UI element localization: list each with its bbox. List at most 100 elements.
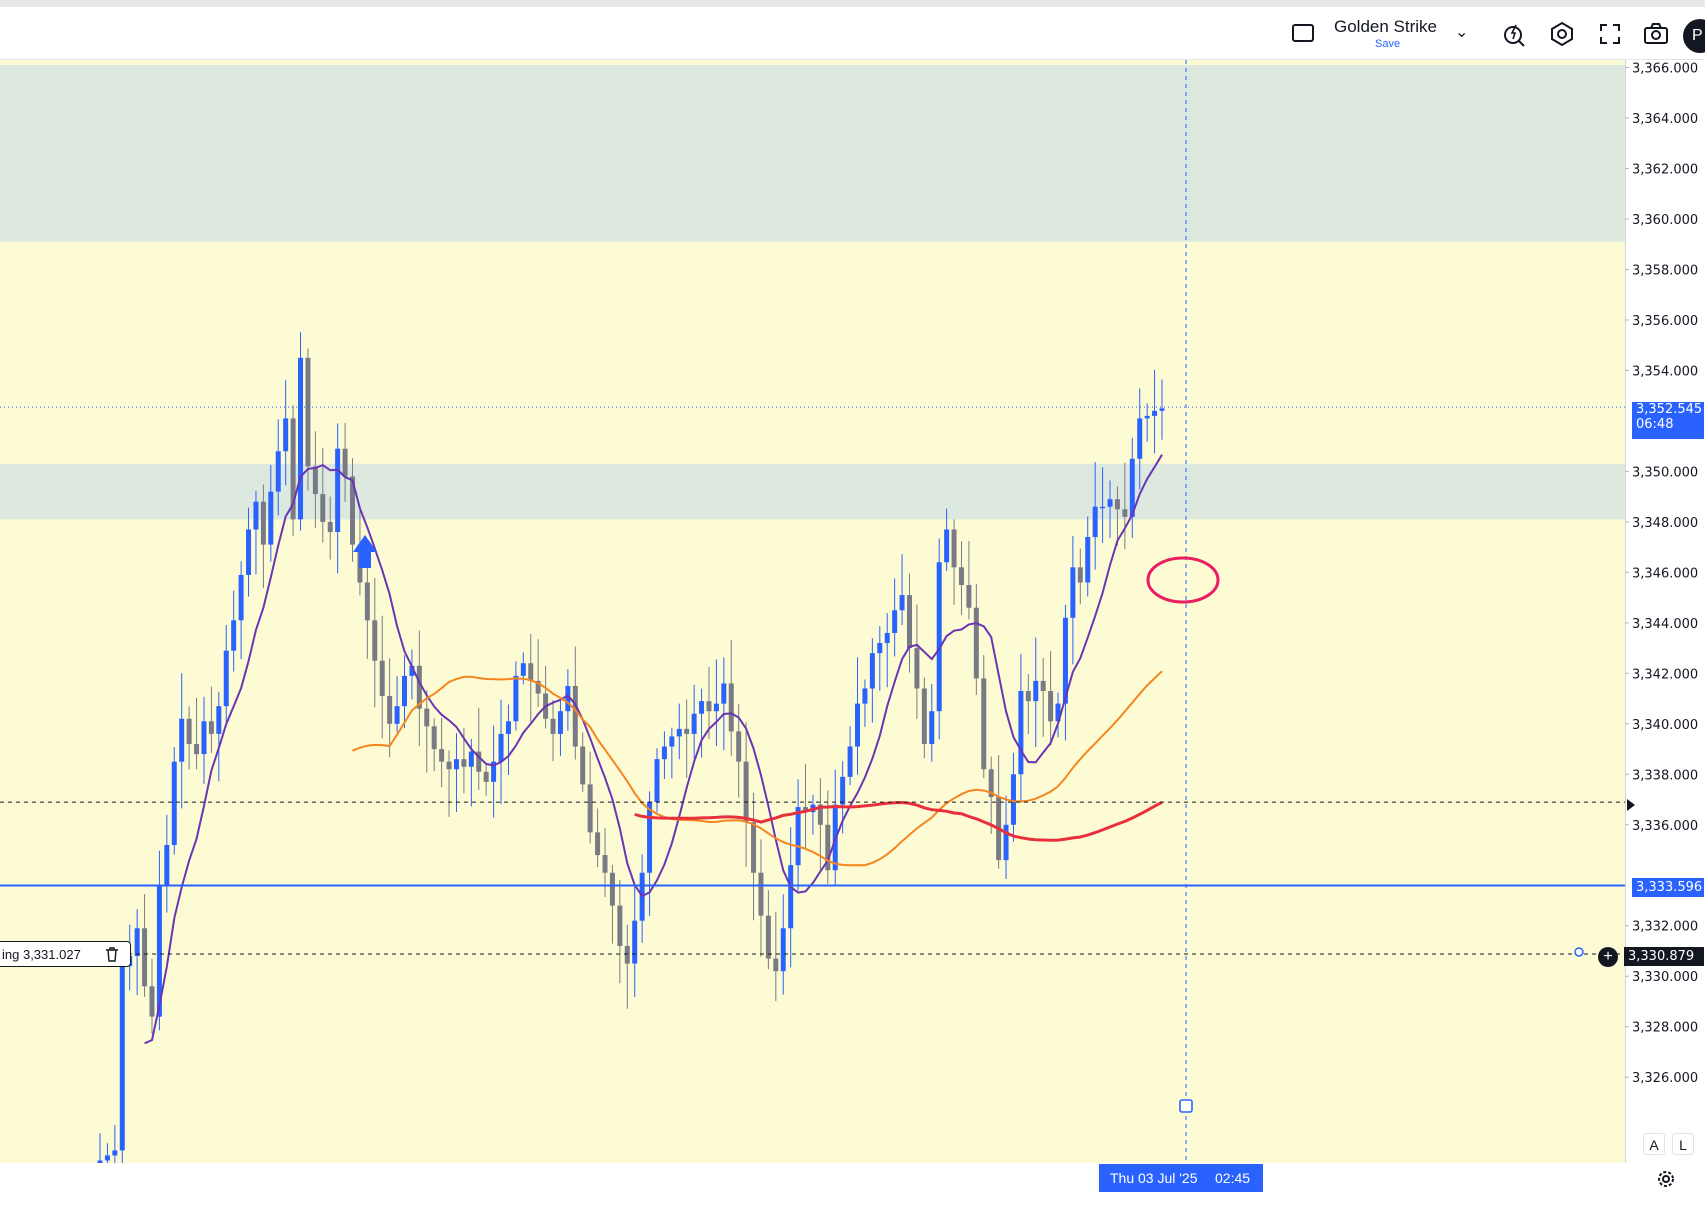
candle-body xyxy=(803,807,809,813)
candle-body xyxy=(364,582,370,621)
candle-body xyxy=(505,721,511,734)
candle-body xyxy=(320,494,326,522)
crosshair-anchor-handle xyxy=(1179,1099,1193,1113)
dashed-line-marker xyxy=(1627,799,1635,811)
chevron-down-icon[interactable]: ⌄ xyxy=(1455,24,1469,41)
current-price-value: 3,352.545 xyxy=(1636,402,1703,417)
ma-mid-line xyxy=(352,670,1163,867)
candle-body xyxy=(758,872,764,916)
save-link[interactable]: Save xyxy=(1375,38,1401,50)
candle-body xyxy=(654,759,660,803)
candle-body xyxy=(149,986,155,1017)
settings-icon[interactable] xyxy=(1547,19,1577,49)
candle-body xyxy=(453,759,459,770)
price-tick-label: 3,330.000 xyxy=(1632,970,1698,985)
candle-body xyxy=(194,744,200,755)
auto-scale-button[interactable]: A xyxy=(1643,1133,1665,1155)
candle-body xyxy=(713,703,719,712)
price-tick-label: 3,356.000 xyxy=(1632,314,1698,329)
candle-body xyxy=(142,928,148,987)
trash-icon[interactable] xyxy=(105,947,119,962)
candle-body xyxy=(275,451,281,492)
candle-body xyxy=(565,685,571,712)
candle-body xyxy=(1033,680,1039,702)
candle-body xyxy=(1144,415,1150,419)
candle-body xyxy=(208,721,214,734)
candle-body xyxy=(557,711,563,734)
price-tick-label: 3,362.000 xyxy=(1632,163,1698,178)
price-tick-label: 3,344.000 xyxy=(1632,617,1698,632)
candle-body xyxy=(201,721,207,755)
candle-body xyxy=(825,824,831,871)
price-tick-label: 3,358.000 xyxy=(1632,263,1698,278)
candle-body xyxy=(721,683,727,704)
candle-body xyxy=(342,448,348,477)
layout-checkbox-icon[interactable] xyxy=(1292,24,1314,42)
candle-body xyxy=(691,713,697,734)
candle-body xyxy=(416,665,422,709)
candle-body xyxy=(1048,691,1054,722)
camera-icon[interactable] xyxy=(1641,19,1671,49)
candle-body xyxy=(535,680,541,694)
candle-body xyxy=(461,759,467,767)
candle-body xyxy=(906,595,912,649)
candle-body xyxy=(1070,567,1076,618)
ma-slow-line xyxy=(634,800,1163,842)
crosshair-date: Thu 03 Jul '25 xyxy=(1110,1170,1198,1186)
candle-body xyxy=(981,678,987,770)
candle-body xyxy=(424,708,430,727)
gear-icon[interactable] xyxy=(1656,1169,1676,1189)
fullscreen-icon[interactable] xyxy=(1595,19,1625,49)
candle-body xyxy=(1062,617,1068,704)
candle-body xyxy=(238,574,244,621)
candle-body xyxy=(617,905,623,946)
candle-body xyxy=(528,663,534,681)
candle-body xyxy=(855,703,861,747)
price-tick-label: 3,350.000 xyxy=(1632,465,1698,480)
price-tick-label: 3,348.000 xyxy=(1632,516,1698,531)
candle-body xyxy=(104,1155,110,1161)
quick-search-icon[interactable] xyxy=(1500,19,1530,49)
candle-body xyxy=(1122,509,1128,517)
chart-background xyxy=(0,60,1625,1163)
log-scale-button[interactable]: L xyxy=(1672,1133,1694,1155)
candle-body xyxy=(587,784,593,833)
candle-body xyxy=(892,610,898,633)
price-tick-label: 3,360.000 xyxy=(1632,213,1698,228)
order-chip[interactable]: ing 3,331.027 xyxy=(0,941,131,967)
candle-body xyxy=(973,607,979,679)
candle-body xyxy=(513,675,519,722)
candle-body xyxy=(298,357,304,520)
candle-body xyxy=(446,761,452,770)
price-axis-background xyxy=(1625,60,1705,1163)
order-price-label: 3,330.879 xyxy=(1624,947,1704,966)
candle-body xyxy=(379,660,385,697)
candle-body xyxy=(944,529,950,563)
candle-body xyxy=(253,501,259,530)
price-tick-label: 3,336.000 xyxy=(1632,819,1698,834)
time-axis-bar xyxy=(0,1163,1705,1205)
candle-body xyxy=(869,653,875,689)
candle-body xyxy=(609,872,615,906)
candle-body xyxy=(647,802,653,873)
candle-body xyxy=(951,529,957,568)
candle-body xyxy=(335,448,341,532)
candle-body xyxy=(401,675,407,707)
candle-body xyxy=(498,733,504,762)
browser-top-strip xyxy=(0,0,1705,7)
supply-zone-2 xyxy=(0,463,1625,520)
candle-body xyxy=(958,567,964,585)
candle-body xyxy=(1055,703,1061,722)
candle-body xyxy=(862,688,868,704)
candle-body xyxy=(751,822,757,873)
layout-name[interactable]: Golden Strike xyxy=(1334,17,1437,36)
price-chart[interactable]: 3,366.000 3,364.000 3,362.000 3,360.000 3,35… xyxy=(0,60,1705,1163)
candle-body xyxy=(1018,691,1024,775)
price-tick-label: 3,326.000 xyxy=(1632,1071,1698,1086)
candle-body xyxy=(1092,506,1098,538)
avatar[interactable]: P xyxy=(1683,19,1705,53)
candle-body xyxy=(216,706,222,734)
candle-body xyxy=(231,620,237,651)
candle-body xyxy=(884,632,890,644)
add-order-plus-icon[interactable]: + xyxy=(1598,947,1618,967)
